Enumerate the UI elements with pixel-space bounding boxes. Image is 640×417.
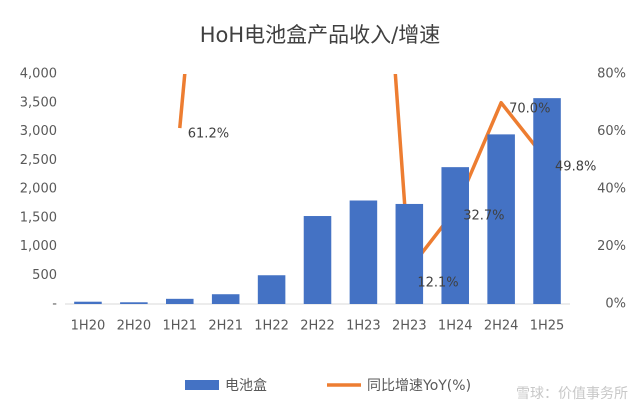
bar: [120, 302, 148, 304]
bar: [441, 167, 469, 304]
bar: [533, 98, 561, 305]
y2-tick-label: 40%: [597, 182, 626, 197]
bar: [487, 134, 515, 304]
bar: [395, 203, 424, 304]
y-tick-label: 1,000: [20, 239, 57, 254]
bar: [74, 301, 102, 304]
y-tick-label: 2,000: [20, 182, 57, 197]
data-label: 49.8%: [555, 159, 596, 174]
data-label: 61.2%: [188, 127, 229, 142]
y-tick-label: 2,500: [20, 153, 57, 168]
data-label: 70.0%: [509, 101, 550, 116]
bar: [257, 275, 286, 304]
y-tick-label: 3,000: [20, 124, 57, 139]
legend-label: 电池盒: [225, 377, 267, 394]
watermark: 雪球：价值事务所: [516, 386, 628, 402]
x-tick-label: 1H25: [530, 319, 565, 334]
bar: [211, 294, 240, 304]
x-tick-label: 1H21: [162, 319, 197, 334]
x-tick-label: 2H20: [117, 319, 152, 334]
data-label: 32.7%: [463, 208, 504, 223]
bar: [303, 216, 332, 304]
y-tick-label: 4,000: [20, 67, 57, 82]
x-tick-label: 1H22: [254, 319, 289, 334]
bar: [166, 298, 194, 304]
x-tick-label: 2H21: [208, 319, 243, 334]
legend-swatch: [185, 380, 219, 390]
chart-title: HoH电池盒产品收入/增速: [200, 23, 441, 47]
y-tick-label: -: [52, 297, 57, 312]
x-tick-label: 2H22: [300, 319, 335, 334]
data-label: 12.1%: [417, 276, 458, 291]
line: [178, 74, 187, 129]
bar: [349, 200, 378, 304]
y2-tick-label: 20%: [597, 239, 626, 254]
x-tick-label: 2H24: [484, 319, 519, 334]
y2-tick-label: 0%: [605, 297, 626, 312]
y-tick-label: 500: [32, 268, 57, 283]
x-tick-label: 1H20: [71, 319, 106, 334]
y2-tick-label: 60%: [597, 124, 626, 139]
y-tick-label: 3,500: [20, 95, 57, 110]
x-tick-label: 1H24: [438, 319, 473, 334]
x-tick-label: 1H23: [346, 319, 381, 334]
y-tick-label: 1,500: [20, 210, 57, 225]
legend-label: 同比增速YoY(%): [367, 378, 471, 394]
y2-tick-label: 80%: [597, 67, 626, 82]
x-tick-label: 2H23: [392, 319, 427, 334]
